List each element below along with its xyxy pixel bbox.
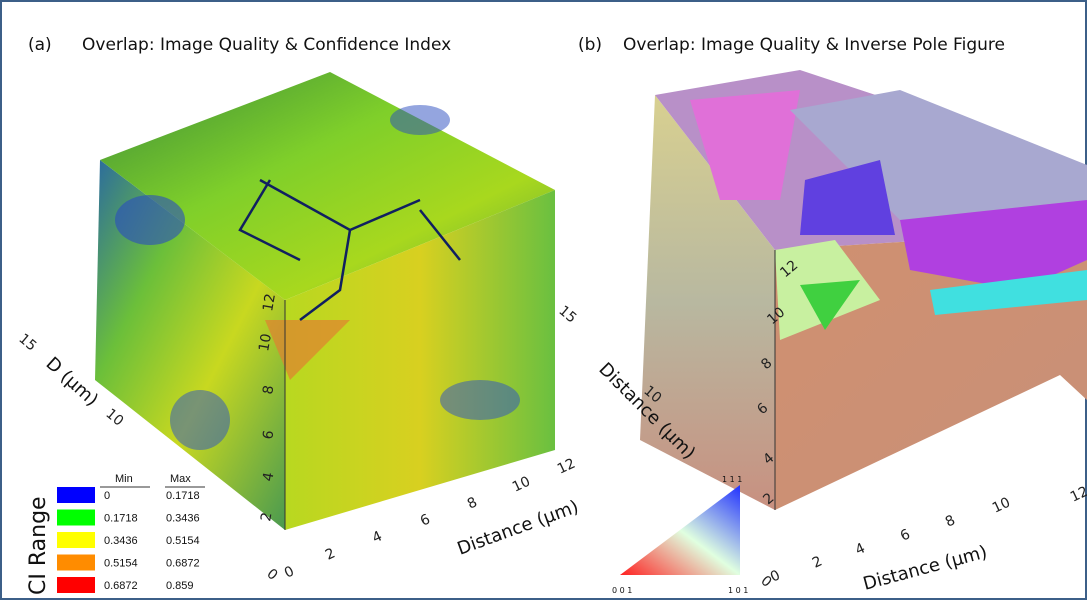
triangle-label: 1 0 1 xyxy=(728,586,748,595)
legend-max: 0.3436 xyxy=(166,513,200,525)
legend-header: Max xyxy=(170,473,191,485)
figure: (a) Overlap: Image Quality & Confidence … xyxy=(0,0,1087,600)
z-tick-label: 12 xyxy=(260,292,279,312)
z-tick-label: 10 xyxy=(256,332,275,352)
triangle-label: 1 1 1 xyxy=(722,475,742,484)
legend-min: 0.3436 xyxy=(104,535,138,547)
legend-max: 0.5154 xyxy=(166,535,200,547)
legend-min: 0 xyxy=(104,490,110,502)
legend-min: 0.1718 xyxy=(104,513,138,525)
legend-max: 0.1718 xyxy=(166,490,200,502)
legend-swatch xyxy=(57,577,95,593)
legend-header: Min xyxy=(115,473,133,485)
legend-min: 0.6872 xyxy=(104,580,138,592)
panel-label: (b) xyxy=(578,35,602,55)
triangle-label: 0 0 1 xyxy=(612,586,632,595)
panel-title: Overlap: Image Quality & Confidence Inde… xyxy=(82,35,451,55)
panel-title: Overlap: Image Quality & Inverse Pole Fi… xyxy=(623,35,1005,55)
legend-max: 0.859 xyxy=(166,580,194,592)
legend-swatch xyxy=(57,487,95,503)
legend-swatch xyxy=(57,532,95,548)
legend-swatch xyxy=(57,510,95,526)
legend-max: 0.6872 xyxy=(166,558,200,570)
legend-swatch xyxy=(57,555,95,571)
legend-title: CI Range xyxy=(26,496,51,595)
panel-label: (a) xyxy=(28,35,52,55)
legend-min: 0.5154 xyxy=(104,558,138,570)
